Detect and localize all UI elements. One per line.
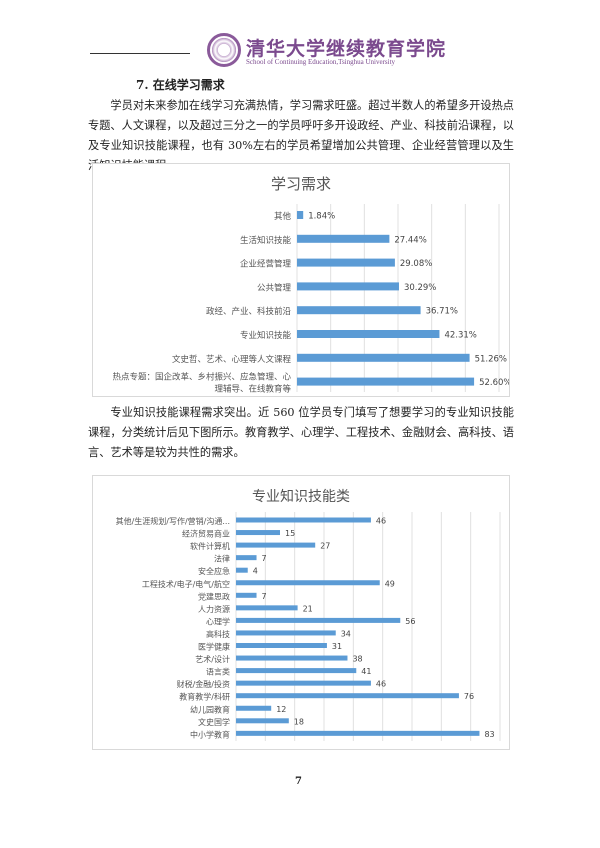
category-label: 心理学 [206, 616, 230, 626]
category-label: 文史国学 [198, 717, 230, 727]
bar [236, 530, 280, 536]
tsinghua-seal-logo [207, 33, 241, 67]
bar [236, 655, 348, 661]
category-label: 语言类 [206, 667, 230, 677]
data-label: 1.84% [308, 212, 335, 222]
data-label: 36.71% [426, 307, 458, 317]
category-label: 人力资源 [198, 604, 230, 614]
bar [297, 330, 440, 338]
category-label: 政经、产业、科技前沿 [206, 306, 292, 317]
data-label: 34 [341, 629, 351, 638]
bar [236, 605, 298, 611]
category-label: 文史哲、艺术、心理等人文课程 [172, 354, 292, 365]
bar [236, 705, 272, 711]
chart-title: 专业知识技能类 [252, 488, 350, 505]
category-label: 教育教学/科研 [179, 692, 230, 702]
category-label: 医学健康 [198, 642, 230, 652]
category-label: 幼儿园教育 [190, 704, 230, 714]
data-label: 12 [276, 705, 286, 714]
data-label: 42.31% [444, 331, 476, 341]
data-label: 49 [385, 579, 395, 588]
bar [297, 377, 475, 386]
category-label: 财税/金融/投资 [177, 679, 230, 689]
data-label: 41 [361, 667, 371, 676]
bar [236, 643, 327, 648]
data-label: 29.08% [400, 259, 432, 269]
bar [297, 282, 399, 291]
bar [236, 542, 316, 548]
paragraph-2: 专业知识技能课程需求突出。近 560 位学员专门填写了想要学习的专业知识技能课程… [88, 406, 514, 459]
category-label: 法律 [214, 554, 230, 564]
category-label: 理辅导、在线教育等 [214, 384, 291, 395]
data-label: 38 [352, 655, 362, 664]
chart-learning-demand: 学习需求其他 1.84% 生活知识技能 27.44% 企业经营管理 29.08% 公共管理 3… [92, 163, 512, 397]
bar [236, 668, 357, 674]
bar [297, 258, 395, 267]
category-label: 工程技术/电子/电气/航空 [142, 579, 230, 589]
section-heading: 7. 在线学习需求 [136, 78, 225, 92]
bar [236, 617, 401, 623]
chart-title: 学习需求 [271, 175, 331, 193]
category-label: 生活知识技能 [240, 235, 292, 246]
category-label: 其他/生涯规划/写作/营销/沟通... [116, 516, 230, 526]
bar [236, 730, 480, 736]
header-rule [90, 53, 190, 54]
bar [236, 718, 289, 724]
bar [297, 353, 470, 362]
brand-english: School of Continuing Education,Tsinghua … [246, 58, 396, 66]
data-label: 30.29% [404, 283, 436, 293]
data-label: 7 [262, 554, 267, 563]
category-label: 热点专题：国企改革、乡村振兴、应急管理、心 [112, 372, 291, 383]
category-label: 企业经营管理 [240, 259, 292, 270]
bar [297, 211, 304, 219]
bar [236, 680, 371, 686]
category-label: 安全应急 [198, 566, 230, 576]
data-label: 46 [376, 680, 386, 689]
bar [236, 567, 248, 573]
data-label: 15 [285, 529, 295, 538]
bar [297, 234, 390, 243]
category-label: 艺术/设计 [195, 654, 230, 664]
data-label: 7 [262, 592, 267, 601]
bar [236, 693, 459, 699]
category-label: 公共管理 [257, 282, 292, 293]
data-label: 31 [332, 642, 342, 651]
data-label: 83 [484, 730, 494, 739]
data-label: 27 [320, 542, 330, 551]
chart-professional-skills: 专业知识技能类其他/生涯规划/写作/营销/沟通... 46 经济贸易商业 15 软件计算… [92, 475, 510, 750]
bar [236, 630, 336, 636]
category-label: 软件计算机 [190, 541, 230, 551]
data-label: 56 [405, 617, 415, 626]
bar [236, 555, 257, 561]
data-label: 21 [303, 604, 313, 613]
category-label: 中小学教育 [190, 729, 230, 739]
category-label: 其他 [274, 211, 292, 222]
data-label: 51.26% [475, 354, 507, 364]
bar [236, 592, 257, 598]
data-label: 76 [464, 692, 474, 701]
page-number: 7 [295, 776, 302, 787]
brand-name: 清华大学继续教育学院 [246, 38, 447, 60]
category-label: 专业知识技能 [240, 330, 292, 341]
bar [297, 306, 421, 315]
bar [236, 580, 380, 586]
data-label: 46 [376, 517, 386, 526]
data-label: 27.44% [394, 235, 426, 245]
category-label: 党建思政 [198, 591, 230, 601]
category-label: 高科技 [206, 629, 230, 639]
bar [236, 517, 371, 523]
data-label: 4 [253, 567, 258, 576]
data-label: 18 [294, 717, 304, 726]
data-label: 52.60% [479, 378, 509, 388]
category-label: 经济贸易商业 [182, 529, 230, 539]
